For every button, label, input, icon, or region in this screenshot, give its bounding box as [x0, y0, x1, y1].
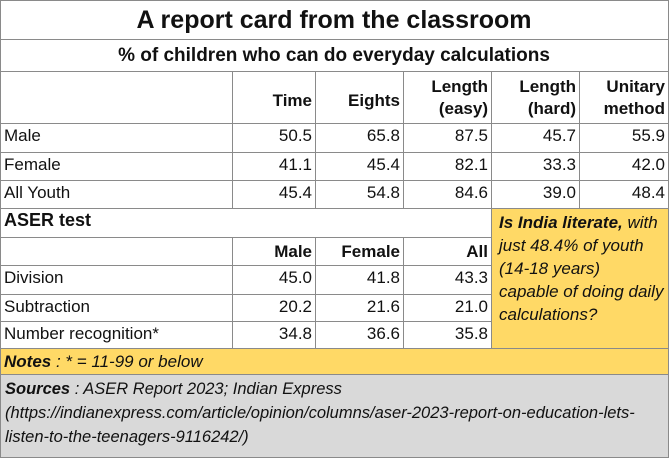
data-cell: 55.9 — [580, 124, 669, 153]
column-header-line: Eights — [348, 91, 400, 110]
data-cell: 65.8 — [316, 124, 404, 153]
column-header: Time — [233, 72, 316, 124]
data-cell: 82.1 — [404, 153, 492, 181]
callout-text: with just 48.4% of youth (14-18 years) c… — [499, 213, 664, 324]
aser-column-header: Male — [233, 238, 316, 266]
column-header: Length (hard) — [492, 72, 580, 124]
column-header-line: Length — [431, 77, 488, 96]
aser-column-header: All — [404, 238, 492, 266]
data-cell: 84.6 — [404, 181, 492, 209]
data-cell: 45.4 — [233, 181, 316, 209]
data-cell: 45.7 — [492, 124, 580, 153]
aser-header-blank — [0, 238, 233, 266]
row-label: Female — [0, 153, 233, 181]
row-label: Male — [0, 124, 233, 153]
sources-label: Sources — [5, 380, 71, 398]
data-cell: 42.0 — [580, 153, 669, 181]
data-cell: 45.4 — [316, 153, 404, 181]
aser-data-cell: 21.0 — [404, 295, 492, 322]
aser-data-cell: 45.0 — [233, 266, 316, 295]
column-header-line: method — [603, 99, 665, 118]
aser-data-cell: 20.2 — [233, 295, 316, 322]
sources-text: : ASER Report 2023; Indian Express (http… — [5, 380, 635, 446]
aser-data-cell: 41.8 — [316, 266, 404, 295]
header-blank — [0, 72, 233, 124]
column-header-line: (hard) — [527, 99, 576, 118]
aser-row-label: Subtraction — [0, 295, 233, 322]
sources-box: Sources : ASER Report 2023; Indian Expre… — [0, 375, 669, 458]
aser-data-cell: 36.6 — [316, 322, 404, 349]
data-cell: 54.8 — [316, 181, 404, 209]
data-cell: 33.3 — [492, 153, 580, 181]
column-header-line: Unitary — [606, 77, 665, 96]
column-header: Eights — [316, 72, 404, 124]
notes-text: : * = 11-99 or below — [51, 352, 203, 371]
aser-data-cell: 34.8 — [233, 322, 316, 349]
aser-data-cell: 43.3 — [404, 266, 492, 295]
table-subtitle: % of children who can do everyday calcul… — [0, 40, 669, 72]
aser-data-cell: 35.8 — [404, 322, 492, 349]
aser-test-title: ASER test — [0, 209, 492, 238]
data-cell: 87.5 — [404, 124, 492, 153]
aser-column-header: Female — [316, 238, 404, 266]
column-header-line: (easy) — [438, 99, 488, 118]
data-cell: 39.0 — [492, 181, 580, 209]
column-header: Length (easy) — [404, 72, 492, 124]
aser-row-label: Number recognition* — [0, 322, 233, 349]
data-cell: 48.4 — [580, 181, 669, 209]
aser-row-label: Division — [0, 266, 233, 295]
notes-bar: Notes : * = 11-99 or below — [0, 349, 669, 375]
column-header-line: Length — [519, 77, 576, 96]
data-cell: 41.1 — [233, 153, 316, 181]
notes-label: Notes — [4, 352, 52, 371]
column-header-line: Time — [272, 91, 312, 110]
aser-data-cell: 21.6 — [316, 295, 404, 322]
callout-note: Is India literate, with just 48.4% of yo… — [492, 209, 669, 349]
table-title: A report card from the classroom — [0, 0, 669, 40]
data-cell: 50.5 — [233, 124, 316, 153]
row-label: All Youth — [0, 181, 233, 209]
callout-lead: Is India literate, — [499, 213, 623, 232]
column-header: Unitary method — [580, 72, 669, 124]
